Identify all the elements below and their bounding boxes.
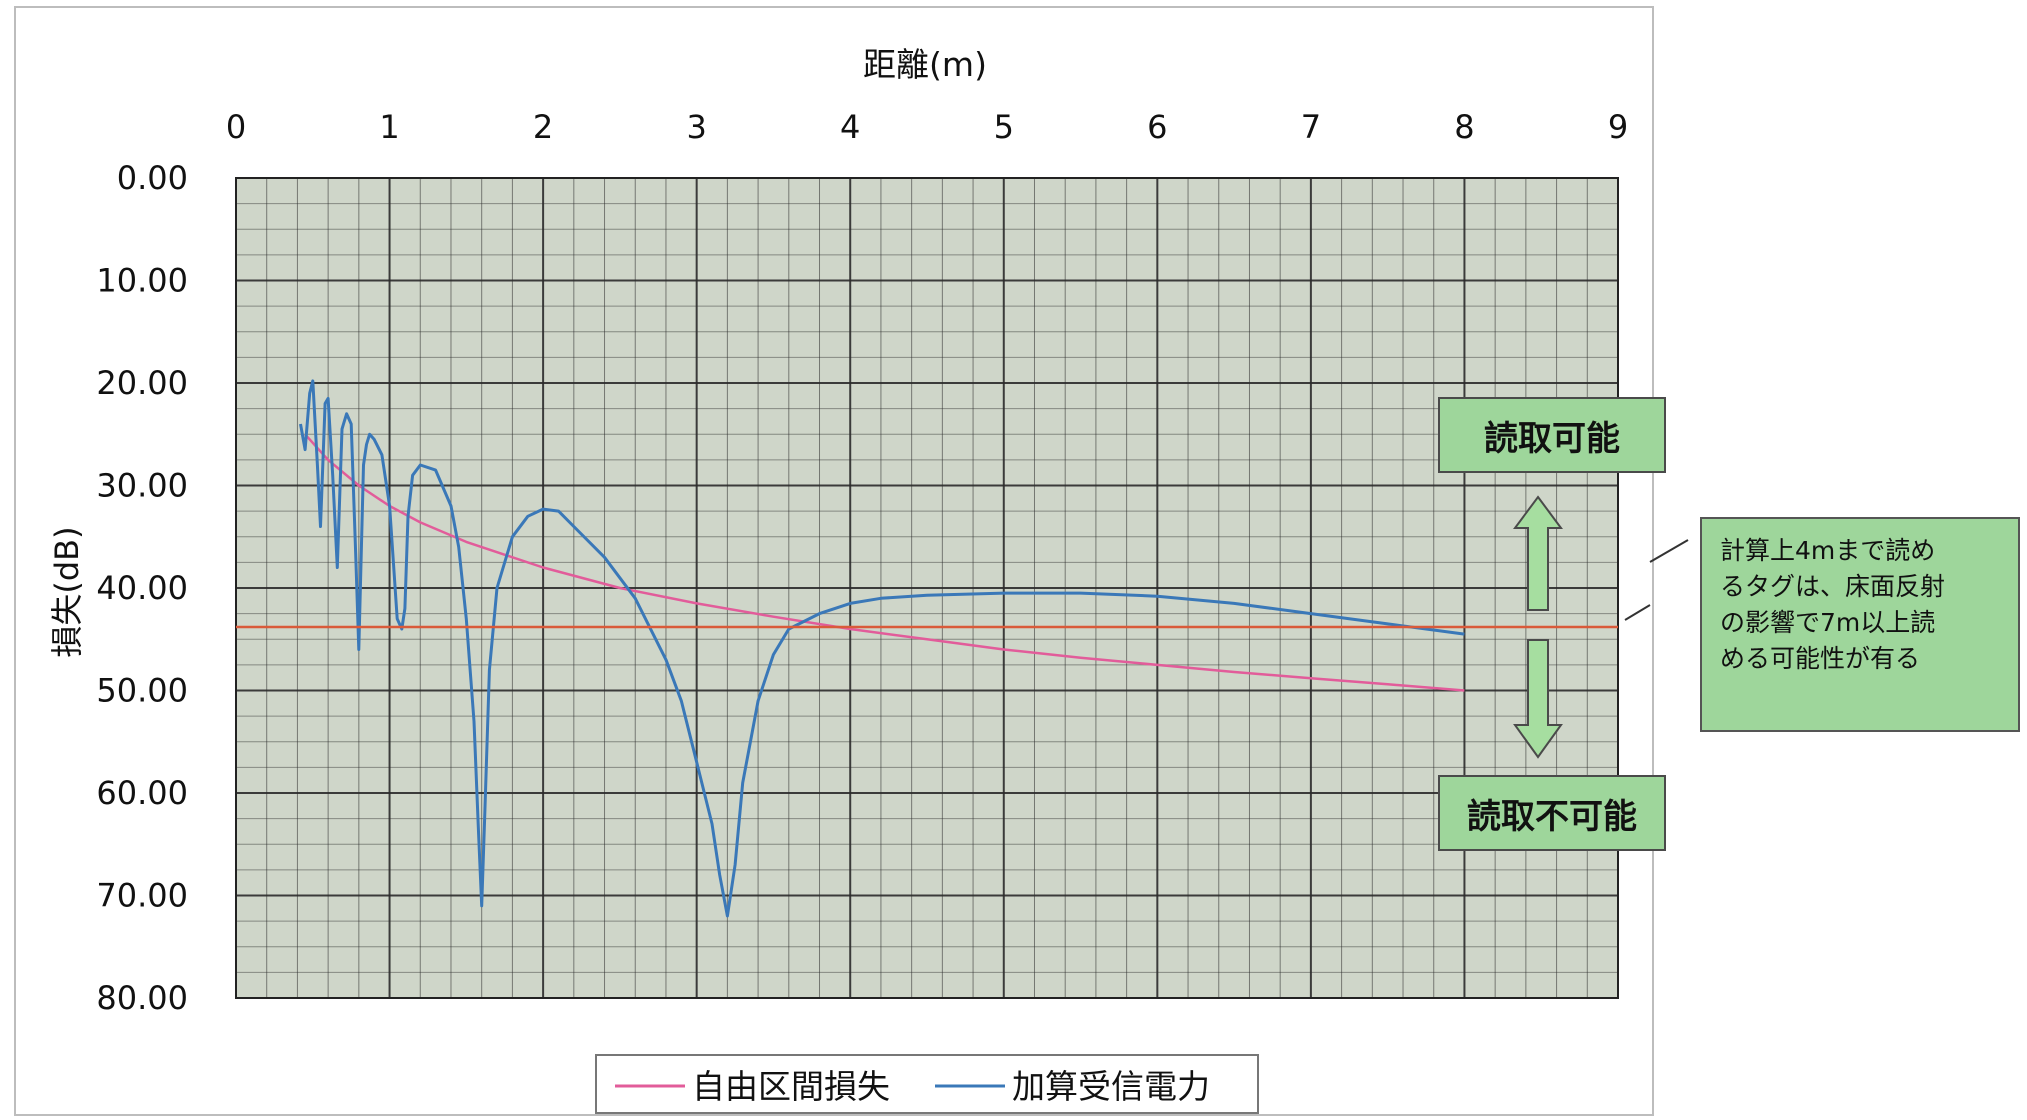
note-line: るタグは、床面反射 [1720,572,1946,601]
callout-line [1624,604,1651,621]
legend-label-free-space-loss: 自由区間損失 [692,1067,890,1106]
arrow-up-icon [1513,495,1563,611]
note-line: 計算上4mまで読め [1720,536,1936,565]
callout-line [1649,539,1689,563]
y-tick-label: 40.00 [96,569,188,607]
note-line: める可能性が有る [1720,644,1921,673]
annotation-note: 計算上4mまで読め るタグは、床面反射 の影響で7m以上読 める可能性が有る [1700,517,2020,732]
y-tick-label: 10.00 [96,262,188,300]
y-tick-label: 60.00 [96,774,188,812]
y-tick-label: 70.00 [96,877,188,915]
x-tick-label: 1 [379,108,399,146]
x-tick-label: 3 [686,108,706,146]
arrow-down-icon [1513,639,1563,759]
x-tick-label: 9 [1608,108,1628,146]
y-tick-label: 50.00 [96,672,188,710]
legend-label-received-power: 加算受信電力 [1012,1067,1210,1106]
y-tick-label: 0.00 [117,159,188,197]
x-tick-label: 0 [226,108,246,146]
y-tick-label: 30.00 [96,467,188,505]
readable-label: 読取可能 [1438,397,1666,473]
x-tick-label: 4 [840,108,860,146]
legend-box [595,1054,1259,1114]
y-axis-label: 損失(dB) [48,526,86,657]
unreadable-label: 読取不可能 [1438,775,1666,851]
tick-labels: 0 1 2 3 4 5 6 7 8 9 0.00 10.00 20.00 30.00 40.00 50.00 6… [96,108,1628,1017]
x-tick-label: 7 [1301,108,1321,146]
series-lines [236,379,1618,918]
y-tick-label: 80.00 [96,979,188,1017]
x-tick-label: 6 [1147,108,1167,146]
note-line: の影響で7m以上読 [1720,608,1936,637]
x-tick-label: 5 [994,108,1014,146]
x-tick-label: 8 [1454,108,1474,146]
x-tick-label: 2 [533,108,553,146]
plot-border [235,177,1619,999]
x-axis-label: 距離(m) [863,45,987,84]
grid-lines [235,177,1619,999]
series-received-power [299,379,1465,918]
y-tick-label: 20.00 [96,364,188,402]
